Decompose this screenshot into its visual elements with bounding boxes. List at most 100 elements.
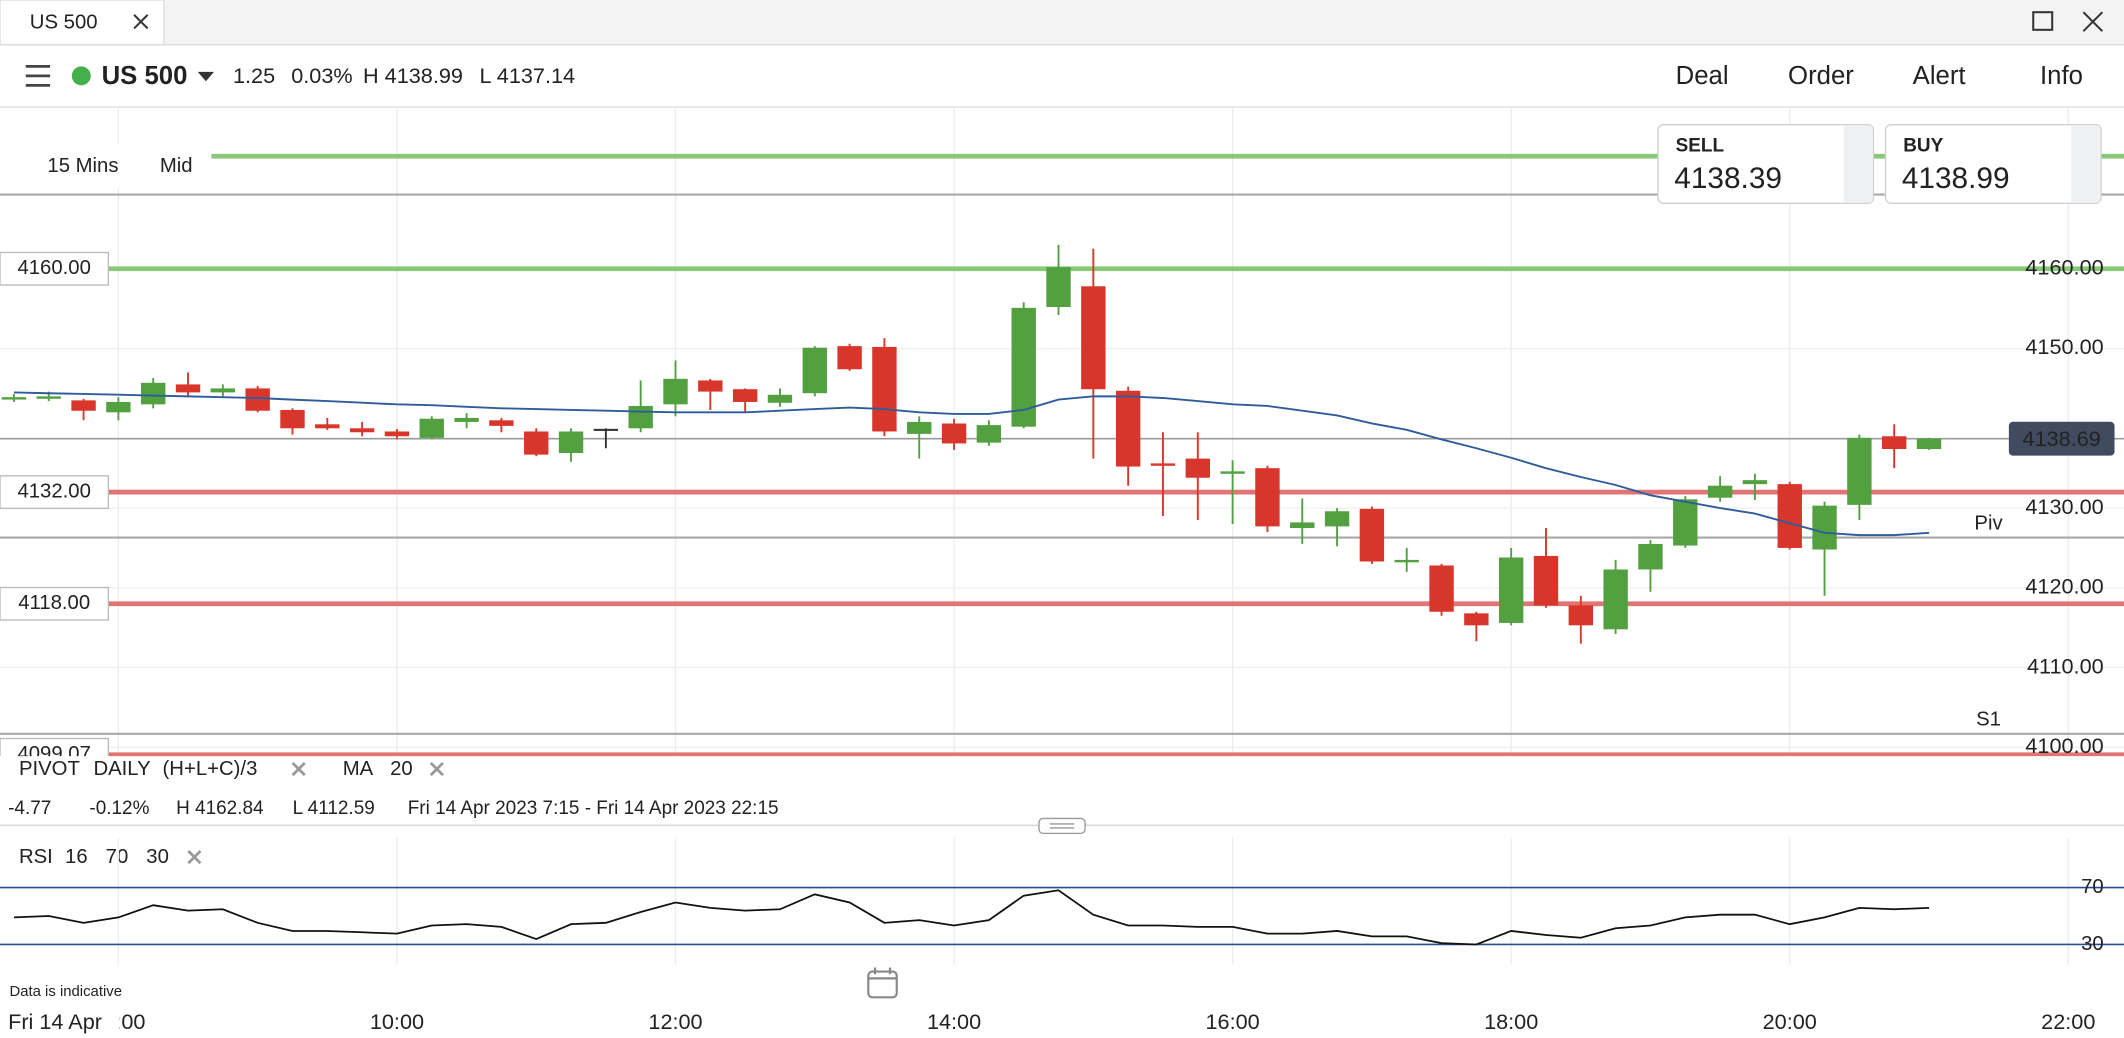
calendar-button[interactable] bbox=[867, 967, 898, 999]
y-tick-label: 4120.00 bbox=[2025, 574, 2103, 599]
pivot-label: S1 bbox=[1976, 709, 2001, 731]
disclaimer: Data is indicative bbox=[9, 984, 122, 1000]
x-tick-label: 20:00 bbox=[1763, 1009, 1817, 1034]
candle-body bbox=[1255, 468, 1280, 527]
alert-button[interactable]: Alert bbox=[1913, 62, 1966, 90]
low: L 4137.14 bbox=[480, 63, 576, 88]
last-price-tag bbox=[2008, 421, 2115, 456]
instrument-dropdown[interactable] bbox=[197, 71, 215, 82]
candle-body bbox=[907, 421, 932, 434]
price-level-label: 4118.00 bbox=[18, 592, 90, 614]
order-button[interactable]: Order bbox=[1788, 62, 1854, 90]
price-level-label: 4132.00 bbox=[17, 480, 90, 502]
change-pct: 0.03% bbox=[291, 63, 352, 88]
candle-body bbox=[384, 431, 410, 437]
candle-body bbox=[558, 431, 584, 454]
candle-body bbox=[1916, 438, 1942, 450]
candle-body bbox=[1429, 565, 1454, 612]
maximize-button[interactable] bbox=[2032, 11, 2054, 31]
candle-body bbox=[175, 384, 201, 393]
candle-body bbox=[1673, 499, 1698, 546]
candle-body bbox=[1533, 555, 1559, 606]
candle-body bbox=[489, 420, 514, 426]
series bbox=[1, 244, 1942, 644]
candle-body bbox=[454, 417, 479, 422]
rsi-tick-label: 70 bbox=[2081, 876, 2104, 898]
candle-body bbox=[315, 424, 340, 429]
rsi-lower: 30 bbox=[146, 846, 169, 868]
date-label-bg bbox=[0, 1008, 120, 1038]
candle-body bbox=[1290, 522, 1315, 528]
candle-body bbox=[1777, 484, 1802, 548]
rsi-name[interactable]: RSI bbox=[19, 846, 53, 868]
tab[interactable] bbox=[0, 0, 165, 46]
info-button[interactable]: Info bbox=[2040, 62, 2083, 90]
sell-button[interactable] bbox=[1657, 123, 1875, 204]
deal-button[interactable]: Deal bbox=[1676, 62, 1729, 90]
price-type[interactable]: Mid bbox=[160, 155, 193, 177]
candle-body bbox=[802, 347, 827, 394]
stat-change-pct: -0.12% bbox=[89, 798, 149, 819]
y-tick-label: 4110.00 bbox=[2027, 653, 2104, 678]
stat-range: Fri 14 Apr 2023 7:15 - Fri 14 Apr 2023 2… bbox=[408, 798, 779, 819]
menu-button[interactable] bbox=[25, 65, 51, 87]
buy-price: 4138.99 bbox=[1902, 162, 2010, 195]
candle-body bbox=[1359, 508, 1385, 562]
indicator-panel bbox=[0, 756, 2124, 824]
candle-body bbox=[1394, 559, 1419, 563]
candle-body bbox=[1, 397, 27, 400]
candle-body bbox=[628, 405, 653, 429]
ma-line bbox=[13, 391, 1930, 537]
change: 1.25 bbox=[233, 63, 275, 88]
buy-label: BUY bbox=[1903, 135, 1943, 156]
candle-body bbox=[1881, 436, 1907, 450]
candle-body bbox=[1847, 437, 1872, 505]
y-tick-label: 4100.00 bbox=[2025, 733, 2103, 758]
candle-body bbox=[1185, 458, 1210, 478]
candle-body bbox=[941, 423, 967, 444]
resize-handle[interactable] bbox=[1038, 817, 1086, 835]
candle-body bbox=[1812, 505, 1837, 550]
candle-body bbox=[1150, 463, 1176, 466]
close-button[interactable] bbox=[2082, 11, 2104, 32]
pivot-period: DAILY bbox=[93, 758, 151, 780]
pivot-label: Piv bbox=[1974, 512, 2003, 534]
candle-body bbox=[1568, 605, 1594, 626]
instrument-name[interactable]: US 500 bbox=[102, 62, 188, 90]
candle-body bbox=[663, 378, 688, 405]
candle-body bbox=[837, 346, 862, 370]
candle-body bbox=[141, 382, 166, 405]
buy-spacer bbox=[2071, 126, 2100, 202]
candle-body bbox=[698, 380, 723, 392]
ma-period: 20 bbox=[390, 758, 413, 780]
calendar-icon bbox=[867, 970, 898, 999]
high: H 4138.99 bbox=[363, 63, 463, 88]
price-level-box bbox=[0, 251, 110, 286]
candle-body bbox=[1046, 267, 1071, 308]
tab-close[interactable] bbox=[133, 14, 149, 30]
candle-body bbox=[732, 389, 758, 402]
x-tick-label: 10:00 bbox=[370, 1009, 424, 1034]
candle-body bbox=[1324, 511, 1350, 527]
pivot-name[interactable]: PIVOT bbox=[19, 758, 80, 780]
interval[interactable]: 15 Mins bbox=[47, 155, 118, 177]
rsi-line bbox=[13, 889, 1930, 946]
remove-pivot[interactable] bbox=[291, 761, 306, 777]
candle-body bbox=[1742, 480, 1768, 485]
x-tick-label: 22:00 bbox=[2041, 1009, 2095, 1034]
candle-body bbox=[976, 425, 1002, 443]
candle-body bbox=[349, 428, 375, 433]
price-level-box bbox=[0, 475, 110, 510]
candle-body bbox=[1011, 307, 1036, 427]
market-status bbox=[71, 66, 91, 86]
buy-button[interactable] bbox=[1884, 123, 2102, 204]
last-price-label: 4138.69 bbox=[2023, 426, 2101, 451]
ma-name[interactable]: MA bbox=[343, 758, 374, 780]
remove-rsi[interactable] bbox=[187, 850, 202, 865]
remove-ma[interactable] bbox=[429, 761, 444, 777]
candle-body bbox=[280, 409, 305, 429]
tab-bar bbox=[0, 0, 2124, 45]
